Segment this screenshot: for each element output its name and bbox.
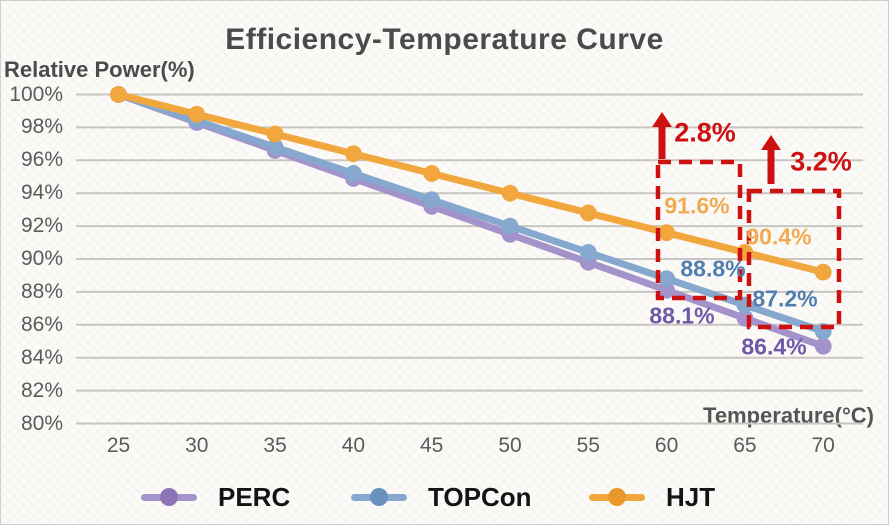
data-point-TOPCon-45 bbox=[423, 191, 441, 209]
data-point-HJT-35 bbox=[266, 125, 284, 143]
data-point-TOPCon-35 bbox=[266, 138, 284, 156]
data-point-HJT-70 bbox=[814, 263, 832, 281]
perc-line-swatch bbox=[141, 488, 197, 506]
hjt-marker-dot bbox=[608, 488, 626, 506]
legend-item-hjt: HJT bbox=[589, 480, 715, 514]
topcon-marker-dot bbox=[370, 488, 388, 506]
data-point-HJT-55 bbox=[579, 204, 597, 222]
legend-label-perc: PERC bbox=[218, 481, 291, 512]
data-point-HJT-45 bbox=[423, 165, 441, 182]
y-axis-title: Relative Power(%) bbox=[4, 57, 195, 82]
chart-title: Efficiency-Temperature Curve bbox=[225, 23, 664, 56]
data-point-HJT-50 bbox=[501, 184, 519, 202]
data-point-HJT-60 bbox=[658, 224, 675, 242]
data-point-TOPCon-40 bbox=[345, 165, 362, 182]
data-point-HJT-30 bbox=[188, 105, 206, 123]
up-arrow-head-icon bbox=[652, 112, 672, 127]
perc-marker-dot bbox=[160, 488, 178, 506]
legend-item-topcon: TOPCon bbox=[351, 480, 532, 514]
annotation-highlight-box bbox=[655, 159, 743, 301]
annotation-highlight-box bbox=[746, 188, 842, 330]
series-line-HJT bbox=[115, 91, 827, 276]
data-point-PERC-70 bbox=[814, 337, 832, 355]
legend-item-perc: PERC bbox=[141, 480, 290, 514]
up-arrow-head-icon bbox=[761, 135, 781, 150]
data-point-TOPCon-60 bbox=[658, 270, 675, 288]
series-line-TOPCon bbox=[115, 91, 827, 335]
legend-label-topcon: TOPCon bbox=[428, 481, 532, 512]
topcon-line-swatch bbox=[351, 488, 407, 506]
data-point-PERC-60 bbox=[658, 281, 675, 299]
data-point-HJT-40 bbox=[345, 145, 362, 163]
data-point-HJT-25 bbox=[110, 86, 127, 103]
legend: PERC TOPCon HJT bbox=[1, 480, 888, 516]
legend-label-hjt: HJT bbox=[666, 481, 716, 512]
data-point-TOPCon-55 bbox=[579, 244, 597, 261]
hjt-line-swatch bbox=[589, 488, 645, 506]
data-point-TOPCon-50 bbox=[501, 217, 519, 235]
